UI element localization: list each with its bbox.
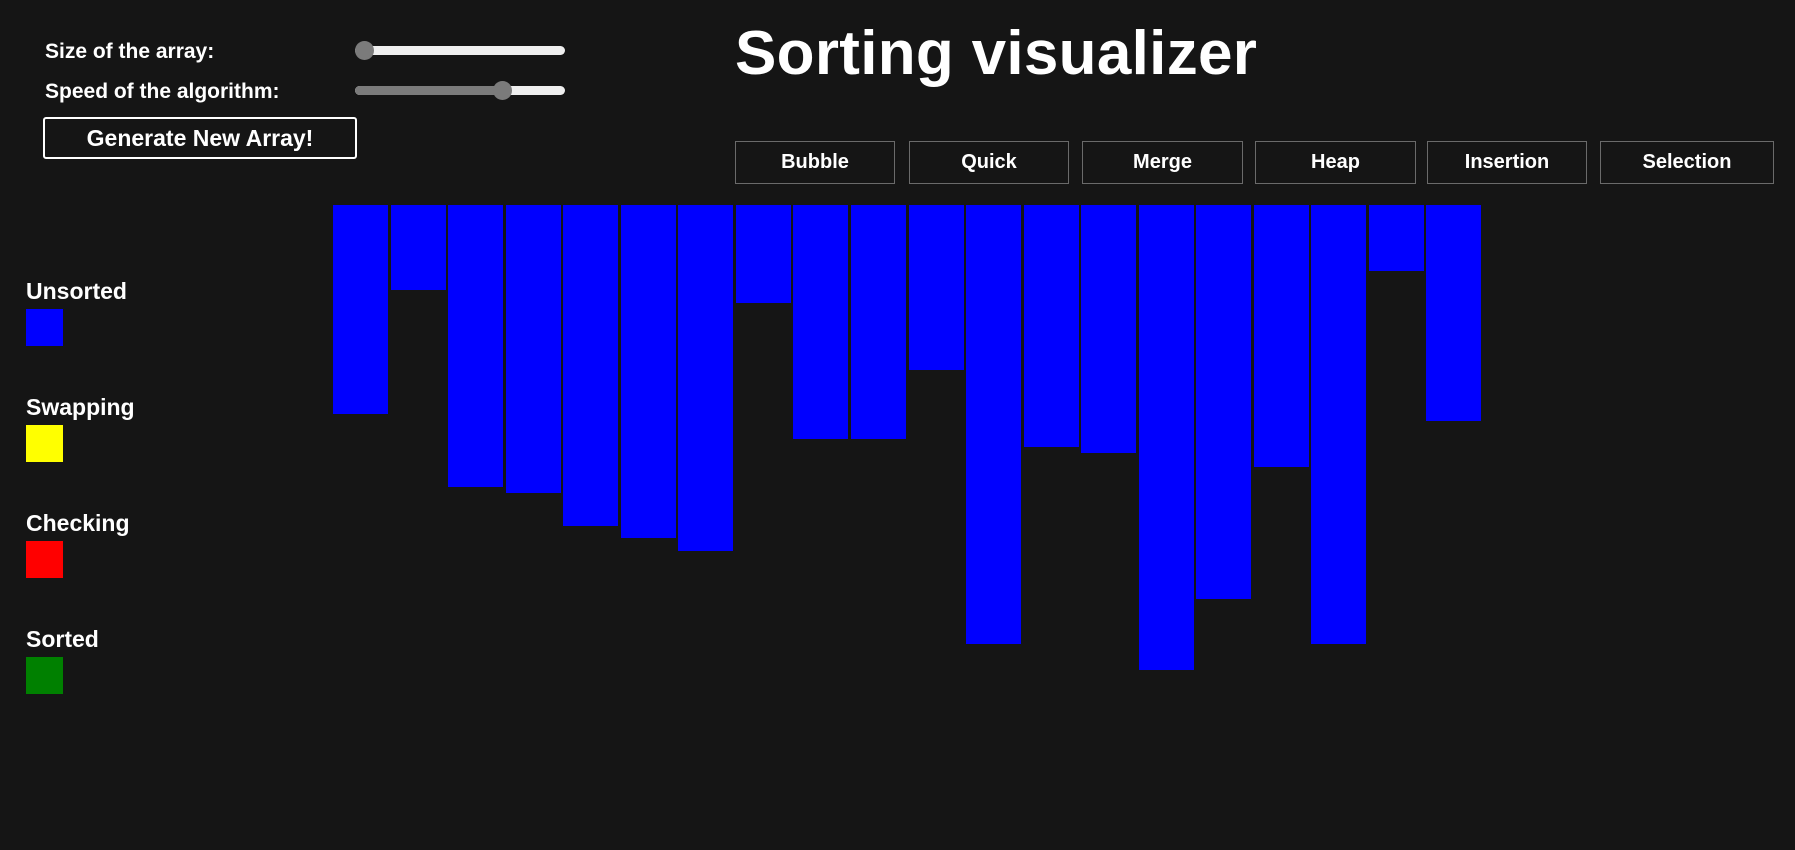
- legend-item-unsorted: Unsorted: [26, 278, 127, 346]
- legend-item-sorted: Sorted: [26, 626, 99, 694]
- array-bar: [1139, 205, 1194, 670]
- legend-item-checking: Checking: [26, 510, 130, 578]
- array-bars: [333, 205, 1493, 725]
- algorithm-buttons: Bubble Quick Merge Heap Insertion Selection: [735, 141, 1775, 185]
- array-bar: [1369, 205, 1424, 271]
- array-bar: [1311, 205, 1366, 644]
- array-bar: [448, 205, 503, 487]
- array-bar: [621, 205, 676, 538]
- speed-slider[interactable]: [355, 81, 565, 100]
- array-bar: [1024, 205, 1079, 447]
- algo-button-heap[interactable]: Heap: [1255, 141, 1416, 184]
- array-bar: [1196, 205, 1251, 599]
- legend-label: Unsorted: [26, 278, 127, 304]
- array-bar: [1254, 205, 1309, 467]
- array-bar: [966, 205, 1021, 644]
- legend-swatch: [26, 425, 63, 462]
- algo-button-merge[interactable]: Merge: [1082, 141, 1243, 184]
- algo-button-quick[interactable]: Quick: [909, 141, 1069, 184]
- speed-slider-thumb[interactable]: [493, 81, 512, 100]
- speed-slider-fill: [355, 86, 502, 95]
- array-bar: [506, 205, 561, 493]
- legend-swatch: [26, 541, 63, 578]
- array-bar: [851, 205, 906, 439]
- size-control: Size of the array:: [43, 36, 583, 76]
- array-bar: [793, 205, 848, 439]
- algo-button-insertion[interactable]: Insertion: [1427, 141, 1587, 184]
- controls-panel: Size of the array: Speed of the algorith…: [43, 36, 583, 159]
- page-title: Sorting visualizer: [735, 19, 1258, 88]
- legend-label: Swapping: [26, 394, 135, 420]
- legend-swatch: [26, 309, 63, 346]
- generate-array-button[interactable]: Generate New Array!: [43, 117, 357, 159]
- array-bar: [678, 205, 733, 551]
- size-slider-thumb[interactable]: [355, 41, 374, 60]
- size-label: Size of the array:: [45, 40, 215, 63]
- legend-label: Sorted: [26, 626, 99, 652]
- array-bar: [1081, 205, 1136, 453]
- legend-item-swapping: Swapping: [26, 394, 135, 462]
- array-bar: [563, 205, 618, 526]
- size-slider[interactable]: [355, 41, 565, 60]
- speed-label: Speed of the algorithm:: [45, 80, 280, 103]
- array-bar: [1426, 205, 1481, 421]
- speed-control: Speed of the algorithm:: [43, 76, 583, 116]
- legend-swatch: [26, 657, 63, 694]
- algo-button-selection[interactable]: Selection: [1600, 141, 1774, 184]
- legend-label: Checking: [26, 510, 130, 536]
- array-bar: [391, 205, 446, 290]
- array-bar: [736, 205, 791, 303]
- algo-button-bubble[interactable]: Bubble: [735, 141, 895, 184]
- array-bar: [909, 205, 964, 370]
- array-bar: [333, 205, 388, 414]
